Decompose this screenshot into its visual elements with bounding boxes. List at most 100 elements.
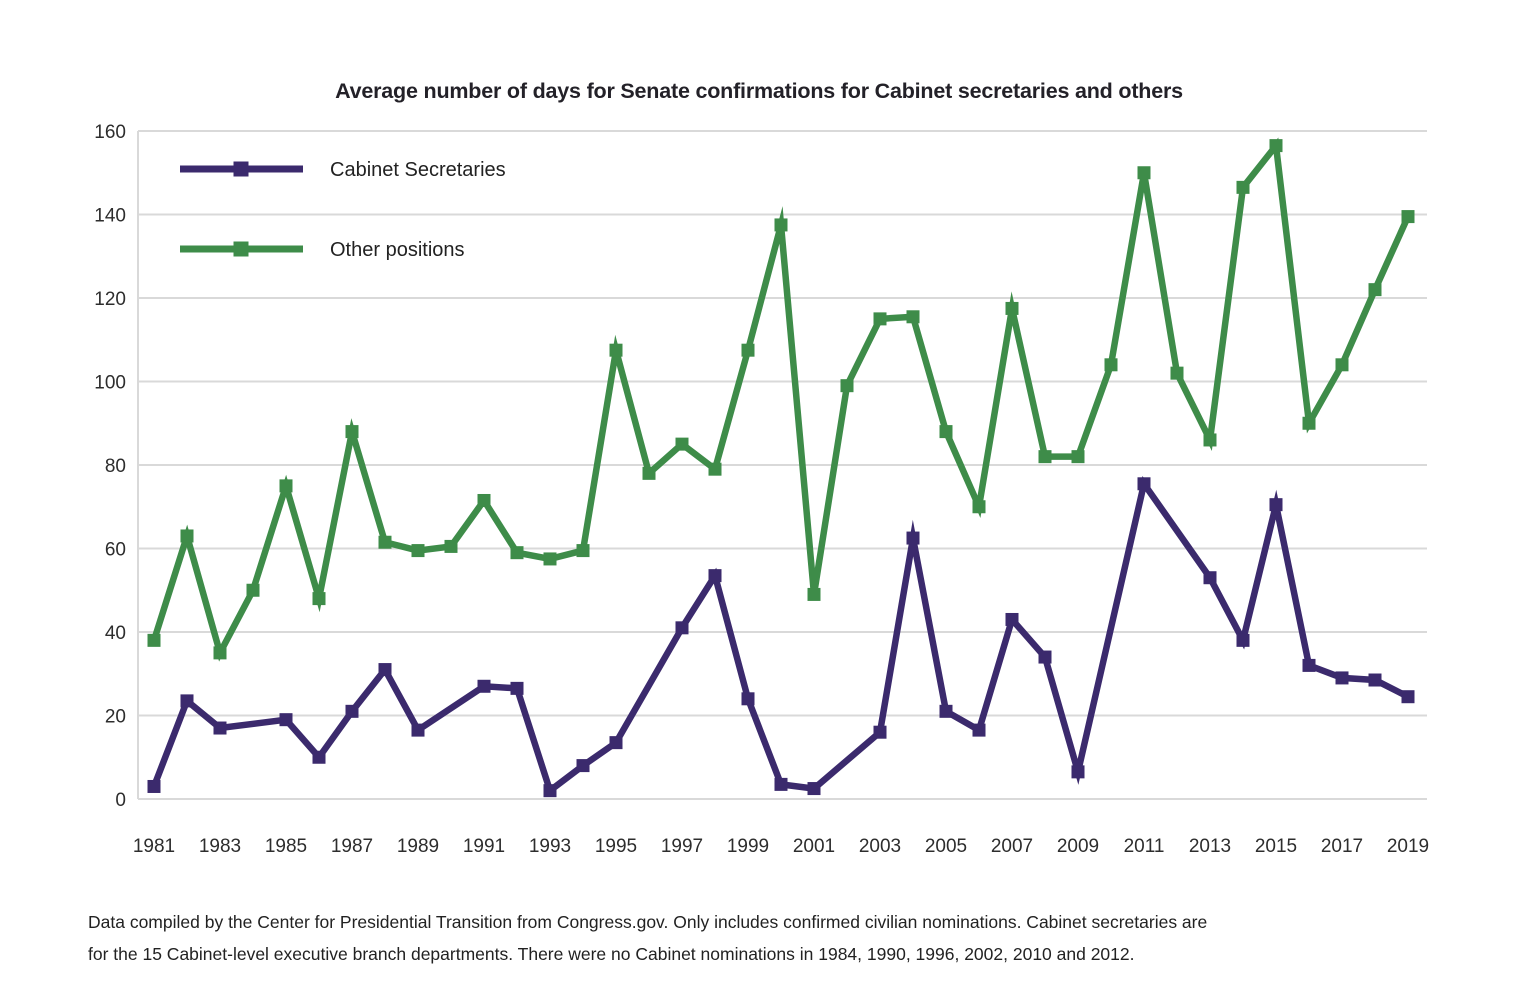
y-tick-label-100: 100 xyxy=(94,373,126,394)
data-point-other-positions xyxy=(708,462,722,476)
data-point-other-positions xyxy=(510,546,524,560)
data-point-other-positions xyxy=(1005,301,1019,315)
y-tick-label-160: 160 xyxy=(94,122,126,143)
data-point-cabinet-secretaries xyxy=(1005,612,1019,626)
x-tick-label-2009: 2009 xyxy=(1057,836,1099,857)
x-tick-label-1989: 1989 xyxy=(397,836,439,857)
legend-marker-square xyxy=(233,161,249,177)
chart-title: Average number of days for Senate confir… xyxy=(335,79,1183,103)
data-point-other-positions xyxy=(972,500,986,514)
data-point-cabinet-secretaries xyxy=(180,694,194,708)
x-tick-label-2003: 2003 xyxy=(859,836,901,857)
data-point-cabinet-secretaries xyxy=(906,531,920,545)
data-point-cabinet-secretaries xyxy=(312,750,326,764)
x-tick-label-2013: 2013 xyxy=(1189,836,1231,857)
y-tick-label-120: 120 xyxy=(94,289,126,310)
data-point-other-positions xyxy=(477,493,491,507)
data-point-other-positions xyxy=(1236,180,1250,194)
data-point-other-positions xyxy=(1071,450,1085,464)
data-point-other-positions xyxy=(1335,358,1349,372)
data-point-other-positions xyxy=(1038,450,1052,464)
data-point-other-positions xyxy=(312,592,326,606)
data-point-other-positions xyxy=(1203,433,1217,447)
data-point-cabinet-secretaries xyxy=(1401,690,1415,704)
data-point-other-positions xyxy=(1302,416,1316,430)
data-point-other-positions xyxy=(246,583,260,597)
data-point-other-positions xyxy=(1269,139,1283,153)
source-caption-line-2: for the 15 Cabinet-level executive branc… xyxy=(88,944,1135,964)
data-point-other-positions xyxy=(213,646,227,660)
x-tick-label-2015: 2015 xyxy=(1255,836,1297,857)
x-tick-label-1993: 1993 xyxy=(529,836,571,857)
data-point-cabinet-secretaries xyxy=(675,621,689,635)
data-point-other-positions xyxy=(1170,366,1184,380)
data-point-cabinet-secretaries xyxy=(1236,633,1250,647)
data-point-cabinet-secretaries xyxy=(510,681,524,695)
y-tick-label-140: 140 xyxy=(94,206,126,227)
data-point-cabinet-secretaries xyxy=(543,784,557,798)
data-point-other-positions xyxy=(939,425,953,439)
data-point-other-positions xyxy=(675,437,689,451)
source-caption-line-1: Data compiled by the Center for Presiden… xyxy=(88,912,1208,932)
data-point-other-positions xyxy=(906,310,920,324)
data-point-cabinet-secretaries xyxy=(477,679,491,693)
data-point-cabinet-secretaries xyxy=(1302,658,1316,672)
data-point-cabinet-secretaries xyxy=(1335,671,1349,685)
y-tick-label-20: 20 xyxy=(105,707,126,728)
x-tick-label-2005: 2005 xyxy=(925,836,967,857)
data-point-cabinet-secretaries xyxy=(1038,650,1052,664)
x-tick-label-1985: 1985 xyxy=(265,836,307,857)
data-point-cabinet-secretaries xyxy=(1269,498,1283,512)
data-point-other-positions xyxy=(609,343,623,357)
data-point-cabinet-secretaries xyxy=(345,704,359,718)
data-point-cabinet-secretaries xyxy=(939,704,953,718)
legend-label-cabinet-secretaries: Cabinet Secretaries xyxy=(330,159,506,181)
x-tick-label-1997: 1997 xyxy=(661,836,703,857)
data-point-cabinet-secretaries xyxy=(279,713,293,727)
data-point-cabinet-secretaries xyxy=(411,723,425,737)
data-point-other-positions xyxy=(1137,166,1151,180)
legend-item-cabinet-secretaries: Cabinet Secretaries xyxy=(180,159,506,181)
x-tick-label-1987: 1987 xyxy=(331,836,373,857)
data-point-other-positions xyxy=(774,218,788,232)
data-point-cabinet-secretaries xyxy=(972,723,986,737)
data-point-cabinet-secretaries xyxy=(741,692,755,706)
data-point-other-positions xyxy=(840,379,854,393)
data-point-other-positions xyxy=(345,425,359,439)
x-tick-label-1991: 1991 xyxy=(463,836,505,857)
y-tick-label-80: 80 xyxy=(105,456,126,477)
data-point-other-positions xyxy=(444,539,458,553)
data-point-cabinet-secretaries xyxy=(213,721,227,735)
source-caption: Data compiled by the Center for Presiden… xyxy=(88,906,1478,970)
data-point-other-positions xyxy=(873,312,887,326)
data-point-other-positions xyxy=(1368,283,1382,297)
data-point-cabinet-secretaries xyxy=(708,569,722,583)
data-point-cabinet-secretaries xyxy=(774,777,788,791)
data-point-cabinet-secretaries xyxy=(807,782,821,796)
x-tick-label-1981: 1981 xyxy=(133,836,175,857)
data-point-other-positions xyxy=(1104,358,1118,372)
data-point-other-positions xyxy=(543,552,557,566)
y-tick-label-40: 40 xyxy=(105,623,126,644)
data-point-cabinet-secretaries xyxy=(1071,765,1085,779)
data-point-cabinet-secretaries xyxy=(873,725,887,739)
data-point-other-positions xyxy=(378,535,392,549)
x-tick-label-1995: 1995 xyxy=(595,836,637,857)
data-point-cabinet-secretaries xyxy=(378,663,392,677)
y-tick-label-60: 60 xyxy=(105,540,126,561)
data-point-other-positions xyxy=(147,633,161,647)
data-point-cabinet-secretaries xyxy=(1203,571,1217,585)
data-point-other-positions xyxy=(741,343,755,357)
data-point-other-positions xyxy=(411,544,425,558)
legend-label-other-positions: Other positions xyxy=(330,239,465,261)
x-tick-label-1999: 1999 xyxy=(727,836,769,857)
data-point-cabinet-secretaries xyxy=(609,736,623,750)
x-tick-label-1983: 1983 xyxy=(199,836,241,857)
legend-marker-square xyxy=(233,241,249,257)
series-line-cabinet-secretaries xyxy=(150,475,1410,797)
data-point-cabinet-secretaries xyxy=(1368,673,1382,687)
data-point-other-positions xyxy=(180,529,194,543)
y-tick-label-0: 0 xyxy=(115,790,126,811)
x-tick-label-2007: 2007 xyxy=(991,836,1033,857)
